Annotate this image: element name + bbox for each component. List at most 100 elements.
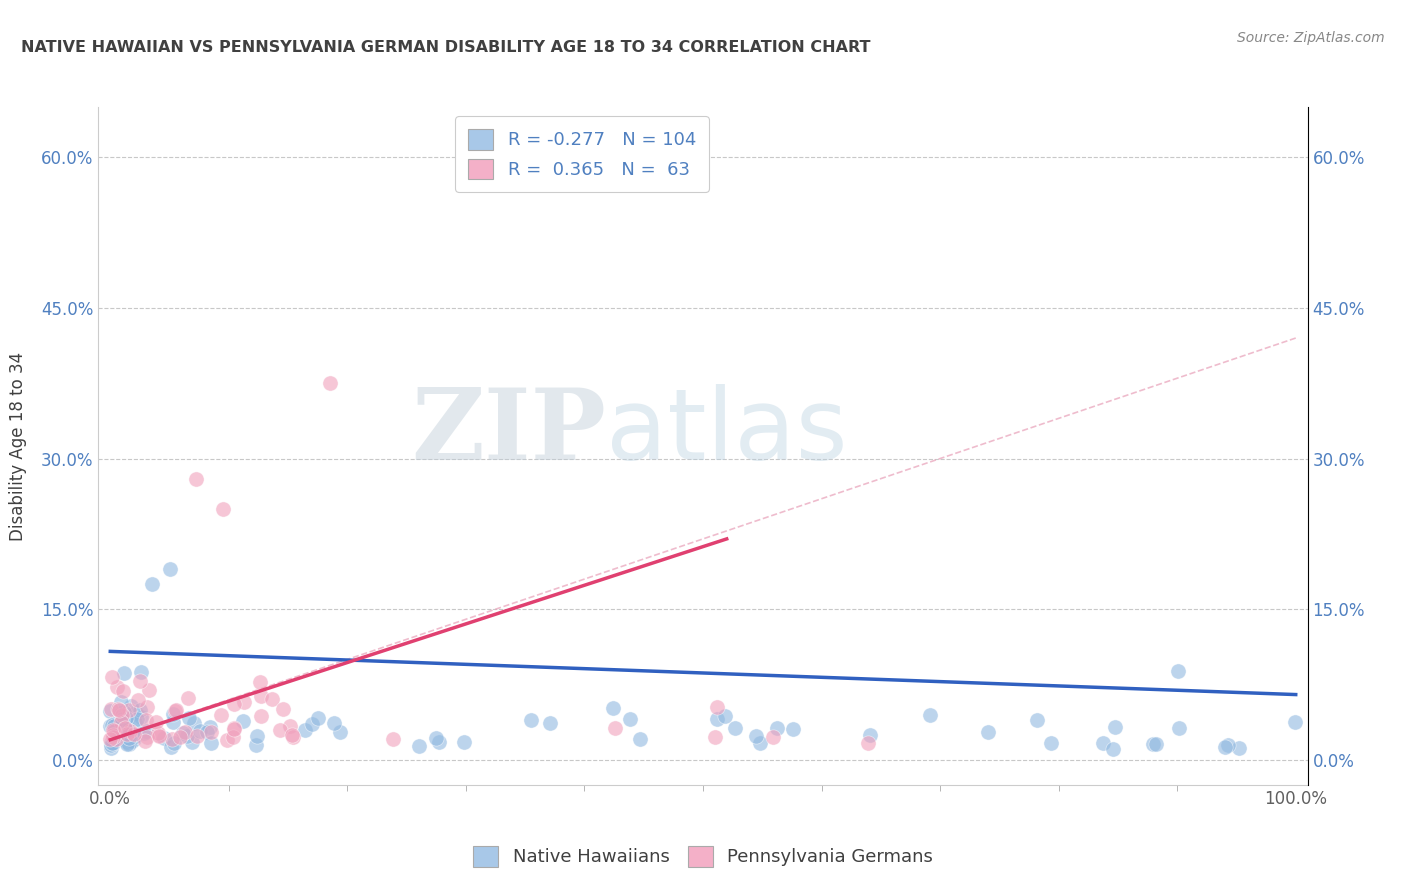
Native Hawaiians bbox=[124, 714, 146, 729]
Native Hawaiians bbox=[628, 731, 651, 746]
Pennsylvania Germans bbox=[103, 723, 125, 738]
Pennsylvania Germans bbox=[249, 674, 271, 689]
Pennsylvania Germans bbox=[101, 730, 124, 744]
Native Hawaiians bbox=[427, 734, 450, 748]
Pennsylvania Germans bbox=[148, 730, 170, 744]
Native Hawaiians bbox=[1091, 736, 1114, 750]
Native Hawaiians bbox=[100, 735, 122, 749]
Native Hawaiians bbox=[195, 725, 218, 739]
Native Hawaiians bbox=[112, 665, 135, 680]
Text: NATIVE HAWAIIAN VS PENNSYLVANIA GERMAN DISABILITY AGE 18 TO 34 CORRELATION CHART: NATIVE HAWAIIAN VS PENNSYLVANIA GERMAN D… bbox=[21, 40, 870, 55]
Native Hawaiians bbox=[101, 736, 124, 750]
Native Hawaiians bbox=[118, 731, 141, 745]
Pennsylvania Germans bbox=[101, 670, 124, 684]
Pennsylvania Germans bbox=[762, 730, 785, 744]
Native Hawaiians bbox=[1142, 737, 1164, 751]
Pennsylvania Germans bbox=[318, 376, 340, 391]
Native Hawaiians bbox=[1168, 721, 1191, 735]
Native Hawaiians bbox=[117, 723, 139, 737]
Native Hawaiians bbox=[782, 722, 804, 736]
Native Hawaiians bbox=[1039, 736, 1062, 750]
Pennsylvania Germans bbox=[269, 723, 291, 737]
Pennsylvania Germans bbox=[382, 731, 405, 746]
Native Hawaiians bbox=[706, 712, 728, 726]
Native Hawaiians bbox=[111, 723, 134, 737]
Pennsylvania Germans bbox=[148, 726, 170, 740]
Pennsylvania Germans bbox=[118, 703, 141, 717]
Native Hawaiians bbox=[1026, 713, 1049, 727]
Native Hawaiians bbox=[180, 735, 202, 749]
Text: ZIP: ZIP bbox=[412, 384, 606, 481]
Native Hawaiians bbox=[246, 729, 269, 743]
Native Hawaiians bbox=[100, 741, 122, 756]
Native Hawaiians bbox=[425, 731, 447, 745]
Native Hawaiians bbox=[120, 699, 142, 714]
Pennsylvania Germans bbox=[135, 699, 157, 714]
Native Hawaiians bbox=[107, 723, 129, 738]
Native Hawaiians bbox=[127, 712, 149, 726]
Native Hawaiians bbox=[124, 730, 146, 744]
Native Hawaiians bbox=[519, 713, 541, 727]
Pennsylvania Germans bbox=[118, 723, 141, 738]
Native Hawaiians bbox=[163, 736, 186, 750]
Native Hawaiians bbox=[101, 738, 124, 752]
Pennsylvania Germans bbox=[212, 501, 235, 516]
Native Hawaiians bbox=[538, 716, 561, 731]
Native Hawaiians bbox=[128, 703, 150, 717]
Native Hawaiians bbox=[111, 712, 134, 726]
Native Hawaiians bbox=[329, 724, 352, 739]
Pennsylvania Germans bbox=[176, 691, 198, 706]
Native Hawaiians bbox=[98, 704, 121, 718]
Native Hawaiians bbox=[100, 738, 122, 752]
Native Hawaiians bbox=[104, 715, 127, 730]
Native Hawaiians bbox=[918, 708, 941, 723]
Native Hawaiians bbox=[100, 734, 122, 748]
Pennsylvania Germans bbox=[224, 697, 246, 711]
Native Hawaiians bbox=[183, 715, 205, 730]
Pennsylvania Germans bbox=[221, 730, 243, 744]
Pennsylvania Germans bbox=[128, 673, 150, 688]
Native Hawaiians bbox=[100, 717, 122, 731]
Native Hawaiians bbox=[245, 738, 267, 752]
Pennsylvania Germans bbox=[112, 684, 135, 698]
Text: atlas: atlas bbox=[606, 384, 848, 481]
Native Hawaiians bbox=[153, 731, 176, 746]
Native Hawaiians bbox=[859, 728, 882, 742]
Pennsylvania Germans bbox=[704, 730, 727, 744]
Native Hawaiians bbox=[105, 715, 128, 730]
Pennsylvania Germans bbox=[108, 703, 131, 717]
Text: Source: ZipAtlas.com: Source: ZipAtlas.com bbox=[1237, 31, 1385, 45]
Pennsylvania Germans bbox=[162, 731, 184, 746]
Native Hawaiians bbox=[159, 562, 181, 576]
Pennsylvania Germans bbox=[169, 730, 191, 744]
Native Hawaiians bbox=[115, 735, 138, 749]
Pennsylvania Germans bbox=[173, 725, 195, 739]
Y-axis label: Disability Age 18 to 34: Disability Age 18 to 34 bbox=[10, 351, 27, 541]
Native Hawaiians bbox=[131, 709, 153, 723]
Native Hawaiians bbox=[602, 700, 624, 714]
Pennsylvania Germans bbox=[122, 727, 145, 741]
Native Hawaiians bbox=[104, 731, 127, 745]
Native Hawaiians bbox=[105, 725, 128, 739]
Native Hawaiians bbox=[112, 717, 135, 731]
Pennsylvania Germans bbox=[100, 731, 122, 746]
Native Hawaiians bbox=[172, 725, 194, 739]
Pennsylvania Germans bbox=[211, 707, 233, 722]
Pennsylvania Germans bbox=[134, 734, 156, 748]
Native Hawaiians bbox=[118, 737, 141, 751]
Native Hawaiians bbox=[121, 734, 143, 748]
Native Hawaiians bbox=[1144, 737, 1167, 751]
Native Hawaiians bbox=[129, 665, 152, 679]
Pennsylvania Germans bbox=[110, 714, 132, 729]
Native Hawaiians bbox=[294, 723, 316, 738]
Pennsylvania Germans bbox=[138, 682, 160, 697]
Pennsylvania Germans bbox=[281, 728, 304, 742]
Pennsylvania Germans bbox=[135, 713, 157, 727]
Pennsylvania Germans bbox=[103, 728, 125, 742]
Native Hawaiians bbox=[159, 739, 181, 754]
Native Hawaiians bbox=[1104, 720, 1126, 734]
Native Hawaiians bbox=[177, 711, 200, 725]
Native Hawaiians bbox=[112, 706, 135, 720]
Pennsylvania Germans bbox=[105, 731, 128, 746]
Native Hawaiians bbox=[110, 706, 132, 720]
